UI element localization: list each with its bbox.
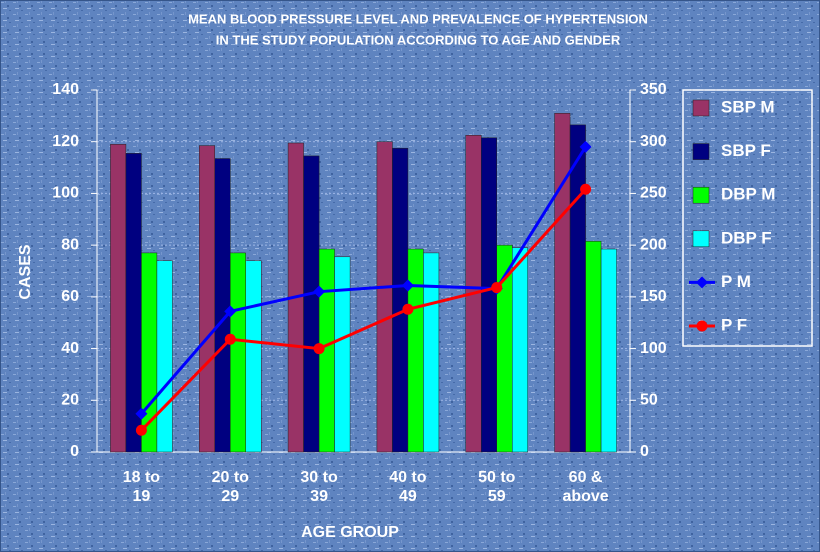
x-tick-label-box: 30 to 39 — [300, 469, 338, 505]
bar — [245, 260, 262, 453]
y2-tick-label: 100 — [640, 340, 667, 357]
bar — [303, 155, 320, 453]
chart-title: MEAN BLOOD PRESSURE LEVEL AND PREVALENCE… — [188, 11, 648, 26]
x-tick-label: 50 to 59 — [478, 469, 516, 505]
line — [140, 146, 587, 415]
y-tick-label: 120 — [52, 133, 79, 150]
legend-marker — [696, 320, 708, 332]
y-tick-label: 60 — [61, 288, 79, 305]
bar — [407, 248, 424, 453]
bar — [199, 145, 215, 453]
chart-title: IN THE STUDY POPULATION ACCORDING TO AGE… — [216, 32, 621, 47]
x-tick-label-box: 20 to 29 — [211, 469, 249, 505]
bar — [230, 252, 246, 453]
y-tick-label: 0 — [70, 443, 79, 460]
y2-tick-label: 350 — [640, 81, 667, 98]
legend-label: P F — [721, 315, 747, 334]
x-tick-label: 18 to 19 — [122, 469, 161, 505]
bar — [569, 124, 586, 453]
y-axis-label: CASES — [17, 244, 34, 299]
legend-box — [682, 89, 813, 347]
y2-tick-label: 150 — [640, 288, 667, 305]
y-tick-label: 140 — [52, 81, 79, 98]
bar — [334, 256, 351, 453]
x-axis-label: AGE GROUP — [301, 524, 399, 541]
y2-tick-label: 250 — [640, 185, 667, 202]
marker — [224, 305, 237, 318]
x-tick-label: 30 to 39 — [300, 469, 338, 505]
x-tick-label: 60 & above — [562, 469, 609, 505]
x-tick-label-box: 40 to 49 — [389, 469, 427, 505]
marker — [224, 333, 236, 345]
y-tick-label: 100 — [52, 185, 79, 202]
marker — [313, 343, 325, 355]
y2-tick-label: 300 — [640, 133, 667, 150]
bar — [423, 252, 440, 453]
bar — [554, 113, 571, 453]
legend-swatch — [692, 186, 710, 204]
bar — [600, 248, 617, 453]
legend-swatch — [692, 230, 710, 248]
bar — [214, 158, 231, 453]
marker — [135, 424, 147, 436]
legend-marker — [696, 276, 708, 289]
legend-swatch — [692, 99, 710, 117]
x-tick-label-box: 18 to 19 — [122, 469, 161, 505]
marker — [402, 303, 414, 315]
legend-label: DBP M — [721, 185, 775, 204]
bar — [110, 144, 127, 453]
marker — [401, 279, 414, 292]
y-tick-label: 40 — [61, 340, 79, 357]
legend-label: P M — [721, 272, 751, 291]
y2-tick-label: 50 — [640, 392, 658, 409]
legend-label: SBP F — [721, 141, 771, 160]
y-tick-label: 20 — [61, 392, 79, 409]
legend-swatch — [692, 143, 710, 160]
bar — [512, 247, 528, 453]
bar — [481, 137, 497, 453]
legend-label: DBP F — [721, 228, 772, 247]
bar — [585, 241, 602, 453]
bar — [392, 147, 409, 453]
bar — [376, 141, 393, 453]
y-tick-label: 80 — [61, 236, 79, 253]
legend-label: SBP M — [721, 97, 775, 116]
y2-tick-label: 0 — [640, 443, 649, 460]
line — [140, 188, 587, 432]
y2-tick-label: 200 — [640, 236, 667, 253]
marker — [579, 140, 592, 153]
x-tick-label-box: 50 to 59 — [478, 469, 516, 505]
bar — [125, 153, 142, 453]
marker — [135, 407, 148, 420]
bar — [156, 260, 173, 453]
x-tick-label-box: 60 & above — [562, 469, 609, 505]
marker — [491, 282, 503, 294]
x-tick-label: 40 to 49 — [389, 469, 427, 505]
marker — [313, 285, 326, 298]
x-tick-label: 20 to 29 — [211, 469, 249, 505]
marker — [580, 183, 592, 195]
